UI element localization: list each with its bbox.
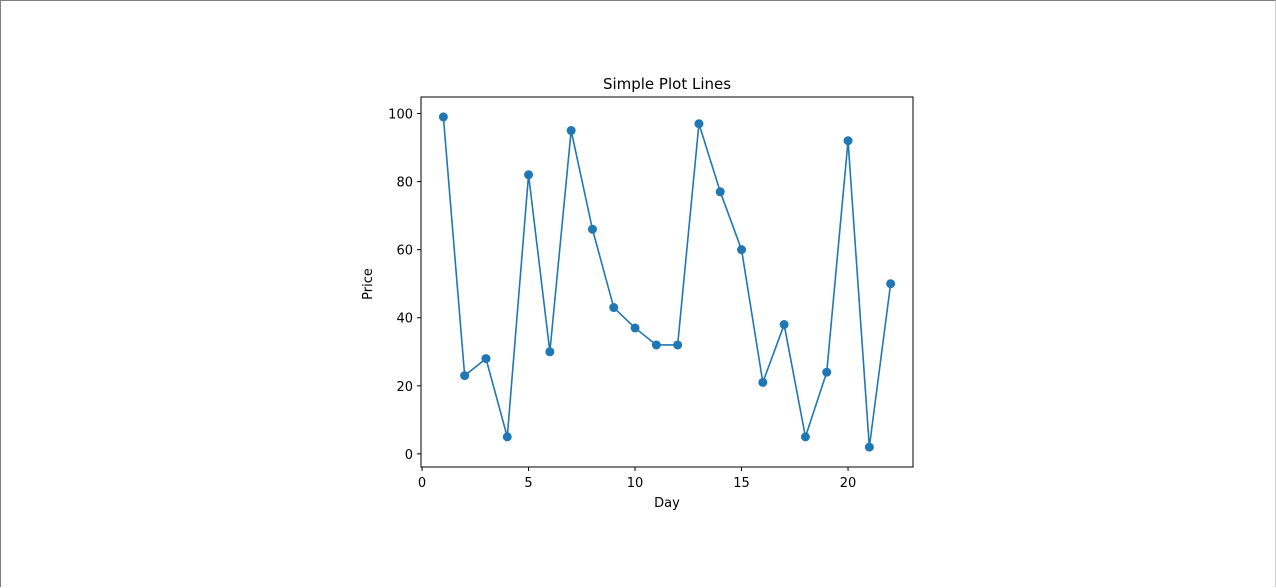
x-tick-label: 5 <box>524 476 532 491</box>
y-tick-label: 40 <box>396 312 413 327</box>
plot-frame <box>420 96 914 468</box>
data-point <box>587 224 597 234</box>
x-axis-ticks: 0 5 10 15 20 <box>418 467 856 491</box>
data-point <box>609 303 619 313</box>
series-line <box>442 116 892 448</box>
data-point <box>651 340 661 350</box>
y-axis-ticks: 0 20 40 60 80 100 <box>388 108 421 463</box>
data-point <box>758 377 768 387</box>
data-point <box>715 187 725 197</box>
data-point <box>822 367 832 377</box>
data-point <box>843 136 853 146</box>
data-point <box>566 126 576 136</box>
data-point <box>694 119 704 129</box>
chart-title: Simple Plot Lines <box>603 75 731 93</box>
data-point <box>779 320 789 330</box>
y-tick-label: 100 <box>388 108 413 123</box>
data-point <box>502 432 512 442</box>
data-point <box>737 245 747 255</box>
data-point <box>481 354 491 364</box>
data-point <box>673 340 683 350</box>
y-axis-label: Price <box>361 268 376 300</box>
data-point <box>800 432 810 442</box>
x-tick-label: 20 <box>840 476 857 491</box>
x-tick-label: 10 <box>627 476 644 491</box>
y-tick-label: 20 <box>396 380 413 395</box>
series-layer <box>438 112 896 452</box>
x-tick-label: 0 <box>418 476 426 491</box>
data-point <box>864 442 874 452</box>
data-point <box>630 323 640 333</box>
x-tick-label: 15 <box>733 476 750 491</box>
plot-area <box>421 97 913 467</box>
data-point <box>438 112 448 122</box>
x-axis-label: Day <box>654 496 680 511</box>
data-point <box>524 170 534 180</box>
y-tick-label: 80 <box>396 176 413 191</box>
y-tick-label: 0 <box>405 448 413 463</box>
y-tick-label: 60 <box>396 244 413 259</box>
data-point <box>886 279 896 289</box>
data-point <box>460 371 470 381</box>
data-point <box>545 347 555 357</box>
